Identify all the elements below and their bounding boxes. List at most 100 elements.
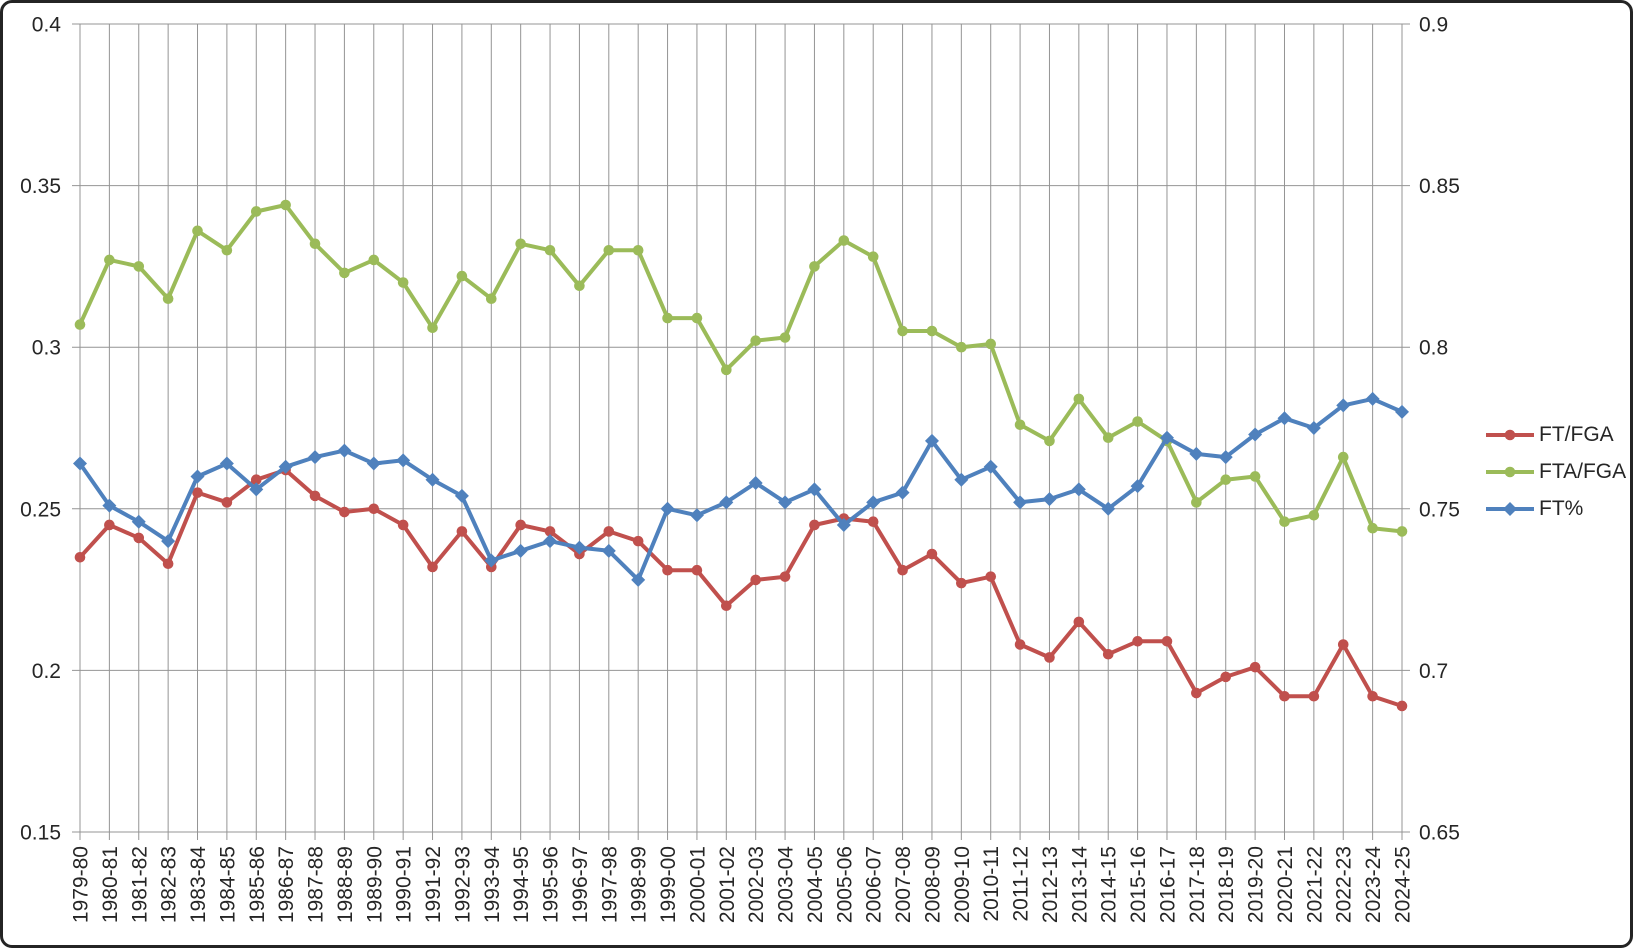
data-point-marker	[1395, 404, 1409, 419]
x-axis-tick-label: 2003-04	[775, 846, 798, 923]
data-point-marker	[572, 540, 587, 555]
data-point-marker	[190, 469, 205, 484]
data-point-marker	[339, 267, 350, 279]
data-point-marker	[513, 543, 528, 558]
data-point-marker	[456, 270, 468, 282]
data-point-marker	[1279, 516, 1290, 528]
data-point-marker	[1337, 639, 1349, 650]
series-line-FT%	[78, 396, 1404, 582]
data-point-marker	[544, 526, 556, 537]
data-point-marker	[1396, 700, 1408, 712]
data-point-marker	[425, 472, 440, 487]
right-axis-tick-label: 0.9	[1419, 14, 1448, 37]
data-point-marker	[603, 244, 615, 256]
data-point-marker	[1191, 497, 1202, 508]
data-point-marker	[1101, 501, 1116, 516]
left-axis-tick-label: 0.15	[20, 822, 61, 845]
data-point-marker	[838, 235, 850, 246]
data-point-marker	[1337, 451, 1349, 463]
data-point-marker	[1248, 427, 1263, 442]
data-point-marker	[662, 312, 673, 324]
x-axis-tick-label: 1987-88	[305, 846, 328, 923]
data-point-marker	[750, 574, 761, 586]
data-point-marker	[219, 456, 234, 471]
x-axis-tick-label: 1997-98	[598, 846, 621, 923]
data-point-marker	[162, 558, 174, 570]
data-point-marker	[1132, 636, 1143, 647]
data-point-marker	[689, 508, 704, 523]
x-axis-tick-label: 2019-20	[1245, 846, 1268, 923]
data-point-marker	[102, 498, 117, 513]
legend-swatch-marker	[1503, 501, 1517, 516]
legend-item-fta-fga[interactable]: FTA/FGA	[1486, 453, 1626, 490]
data-point-marker	[897, 325, 908, 337]
series-line-FTA/FGA	[78, 203, 1404, 534]
x-axis-tick-label: 2012-13	[1039, 846, 1062, 923]
data-point-marker	[807, 482, 822, 497]
legend: FT/FGA FTA/FGA FT%	[1486, 416, 1626, 527]
data-point-marker	[133, 261, 145, 272]
data-point-marker	[1073, 393, 1085, 405]
series-FT/FGA	[74, 464, 1408, 712]
x-axis-tick-label: 1995-96	[540, 846, 563, 923]
data-point-marker	[1396, 526, 1408, 537]
data-point-marker	[280, 199, 291, 211]
data-point-marker	[309, 490, 321, 502]
right-axis-tick-label: 0.75	[1419, 498, 1460, 521]
x-axis-tick-label: 1982-83	[158, 846, 181, 923]
x-axis-tick-label: 1994-95	[510, 846, 533, 923]
series-FT%	[73, 391, 1409, 587]
x-axis-tick-label: 2004-05	[804, 846, 827, 923]
left-axis-tick-label: 0.25	[20, 498, 61, 521]
data-point-marker	[983, 459, 998, 474]
data-point-marker	[1220, 474, 1232, 486]
data-point-marker	[985, 338, 997, 350]
data-point-marker	[985, 571, 997, 582]
data-point-marker	[750, 335, 761, 347]
legend-label-fta-fga: FTA/FGA	[1539, 459, 1627, 483]
x-axis-tick-label: 2022-23	[1333, 846, 1356, 923]
x-axis-tick-label: 2007-08	[892, 846, 915, 923]
x-axis-tick-label: 1993-94	[481, 846, 504, 923]
data-point-marker	[104, 519, 115, 531]
legend-swatch-svg	[1486, 466, 1534, 477]
legend-swatch-svg	[1486, 501, 1534, 516]
legend-label-ft-fga: FT/FGA	[1539, 422, 1614, 446]
x-axis-tick-label: 1998-99	[628, 846, 651, 923]
data-point-marker	[396, 453, 411, 468]
data-point-marker	[250, 474, 262, 486]
x-axis-tick-label: 2002-03	[745, 846, 768, 923]
x-axis-tick-label: 2018-19	[1215, 846, 1238, 923]
left-axis-tick-label: 0.3	[32, 337, 61, 360]
data-point-marker	[721, 364, 732, 376]
legend-green-line-circle-icon	[1486, 463, 1534, 481]
data-point-marker	[192, 225, 203, 237]
data-point-marker	[454, 488, 469, 503]
data-point-marker	[397, 277, 409, 288]
x-axis-tick-label: 1980-81	[99, 846, 122, 923]
data-point-marker	[924, 433, 939, 448]
data-point-marker	[1102, 432, 1114, 443]
x-axis-tick-label: 2014-15	[1098, 846, 1121, 923]
x-axis-tick-label: 1996-97	[569, 846, 592, 923]
data-point-marker	[485, 293, 497, 305]
x-axis-tick-label: 1979-80	[70, 846, 93, 923]
legend-item-ft-pct[interactable]: FT%	[1486, 490, 1626, 527]
x-axis-tick-label: 2015-16	[1127, 846, 1150, 923]
series-line-FT/FGA	[78, 468, 1404, 708]
data-point-marker	[867, 516, 879, 528]
data-point-marker	[221, 244, 233, 256]
data-point-marker	[1014, 419, 1026, 431]
data-point-marker	[192, 487, 203, 498]
data-point-marker	[337, 443, 352, 458]
x-axis-tick-label: 2013-14	[1068, 846, 1091, 923]
data-point-marker	[721, 600, 732, 612]
x-axis-tick-label: 2023-24	[1362, 846, 1385, 923]
data-point-marker	[895, 485, 910, 500]
legend-item-ft-fga[interactable]: FT/FGA	[1486, 416, 1626, 453]
x-axis-tick-label: 2016-17	[1156, 846, 1179, 923]
x-axis-tick-label: 1990-91	[393, 846, 416, 923]
x-axis-tick-label: 1988-89	[334, 846, 357, 923]
x-axis-tick-label: 2020-21	[1274, 846, 1297, 923]
